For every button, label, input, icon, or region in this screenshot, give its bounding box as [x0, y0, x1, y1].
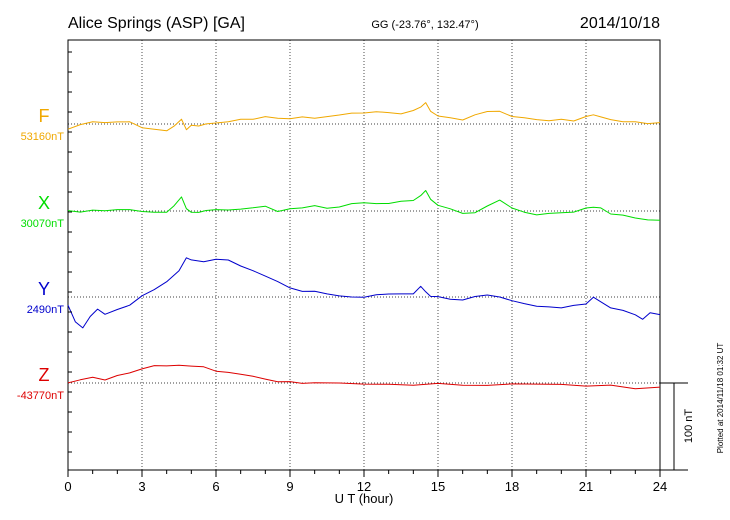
component-letter-y: Y — [38, 279, 50, 299]
x-tick-label: 18 — [505, 479, 519, 494]
component-letter-f: F — [39, 106, 50, 126]
series-line-y — [67, 257, 661, 329]
x-tick-label: 12 — [357, 479, 371, 494]
component-baseline-x: 30070nT — [21, 218, 65, 230]
x-tick-label: 15 — [431, 479, 445, 494]
series-line-f — [67, 102, 661, 132]
x-axis-title: U T (hour) — [335, 491, 394, 506]
series-line-x — [67, 190, 661, 221]
series-line-z — [67, 364, 661, 390]
date-label: 2014/10/18 — [580, 15, 660, 32]
x-tick-label: 9 — [286, 479, 293, 494]
component-baseline-f: 53160nT — [21, 131, 65, 143]
x-tick-label: 6 — [212, 479, 219, 494]
series-layer — [67, 102, 661, 390]
scale-bar-label: 100 nT — [683, 409, 695, 444]
coordinates-label: GG (-23.76°, 132.47°) — [371, 19, 478, 31]
grid-lines — [68, 40, 660, 470]
x-axis-ticks: 0 3 6 9 12 15 18 21 24 — [64, 51, 667, 494]
scale-bar — [660, 382, 688, 471]
x-tick-label: 24 — [653, 479, 667, 494]
component-labels: F 53160nT X 30070nT Y 2490nT Z -43770nT — [17, 106, 64, 402]
component-letter-x: X — [38, 193, 50, 213]
component-baseline-z: -43770nT — [17, 390, 64, 402]
plotted-note: Plotted at 2014/11/18 01:32 UT — [716, 343, 725, 454]
x-tick-label: 21 — [579, 479, 593, 494]
station-title: Alice Springs (ASP) [GA] — [68, 15, 245, 32]
x-tick-label: 3 — [138, 479, 145, 494]
component-baseline-y: 2490nT — [27, 304, 65, 316]
plot-frame — [67, 39, 661, 471]
component-letter-z: Z — [39, 365, 50, 385]
x-tick-label: 0 — [64, 479, 71, 494]
